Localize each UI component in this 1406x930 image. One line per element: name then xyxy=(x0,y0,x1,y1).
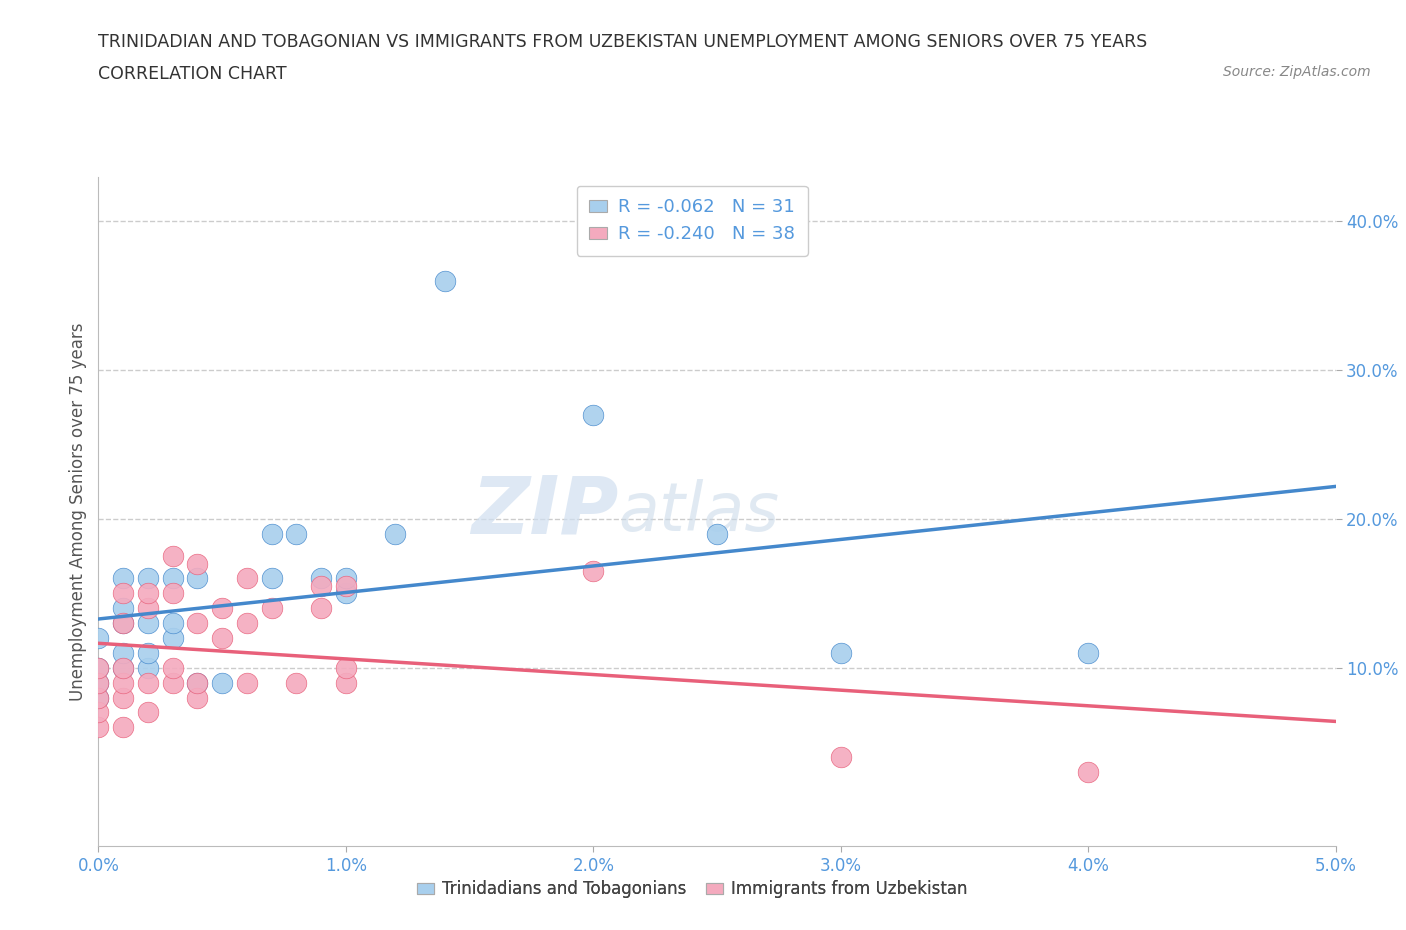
Point xyxy=(236,616,259,631)
Point xyxy=(112,616,135,631)
Point xyxy=(706,526,728,541)
Point xyxy=(112,601,135,616)
Point xyxy=(186,675,208,690)
Point xyxy=(260,526,283,541)
Point xyxy=(87,720,110,735)
Point xyxy=(309,601,332,616)
Point xyxy=(87,690,110,705)
Point xyxy=(309,578,332,593)
Point xyxy=(87,675,110,690)
Point xyxy=(112,616,135,631)
Point xyxy=(830,750,852,764)
Point xyxy=(309,571,332,586)
Point xyxy=(211,631,233,645)
Legend: Trinidadians and Tobagonians, Immigrants from Uzbekistan: Trinidadians and Tobagonians, Immigrants… xyxy=(411,873,974,905)
Point xyxy=(162,571,184,586)
Point xyxy=(87,660,110,675)
Point xyxy=(285,526,308,541)
Point xyxy=(136,705,159,720)
Point xyxy=(136,660,159,675)
Point xyxy=(162,549,184,564)
Point xyxy=(433,273,456,288)
Point xyxy=(260,601,283,616)
Point xyxy=(162,631,184,645)
Point xyxy=(260,571,283,586)
Point xyxy=(335,571,357,586)
Point xyxy=(136,616,159,631)
Point xyxy=(136,601,159,616)
Point xyxy=(162,660,184,675)
Point xyxy=(162,675,184,690)
Point xyxy=(582,564,605,578)
Point xyxy=(285,675,308,690)
Point xyxy=(162,616,184,631)
Text: CORRELATION CHART: CORRELATION CHART xyxy=(98,65,287,83)
Point xyxy=(112,645,135,660)
Point xyxy=(112,586,135,601)
Point xyxy=(1077,764,1099,779)
Point xyxy=(112,660,135,675)
Text: atlas: atlas xyxy=(619,479,779,544)
Point xyxy=(1077,645,1099,660)
Point xyxy=(186,556,208,571)
Text: TRINIDADIAN AND TOBAGONIAN VS IMMIGRANTS FROM UZBEKISTAN UNEMPLOYMENT AMONG SENI: TRINIDADIAN AND TOBAGONIAN VS IMMIGRANTS… xyxy=(98,33,1147,50)
Point xyxy=(830,645,852,660)
Point xyxy=(136,586,159,601)
Point xyxy=(136,675,159,690)
Point xyxy=(162,586,184,601)
Point xyxy=(112,660,135,675)
Point xyxy=(136,571,159,586)
Point xyxy=(87,675,110,690)
Point xyxy=(112,690,135,705)
Point xyxy=(112,720,135,735)
Point xyxy=(87,631,110,645)
Point xyxy=(211,601,233,616)
Point xyxy=(236,675,259,690)
Point xyxy=(582,407,605,422)
Point xyxy=(236,571,259,586)
Point xyxy=(136,645,159,660)
Point xyxy=(186,571,208,586)
Point xyxy=(87,690,110,705)
Point xyxy=(211,675,233,690)
Point xyxy=(335,586,357,601)
Point xyxy=(186,616,208,631)
Point xyxy=(87,660,110,675)
Point xyxy=(186,675,208,690)
Point xyxy=(335,675,357,690)
Point xyxy=(335,578,357,593)
Point xyxy=(112,571,135,586)
Point xyxy=(384,526,406,541)
Point xyxy=(112,675,135,690)
Point xyxy=(186,690,208,705)
Point xyxy=(87,705,110,720)
Text: ZIP: ZIP xyxy=(471,472,619,551)
Point xyxy=(335,660,357,675)
Text: Source: ZipAtlas.com: Source: ZipAtlas.com xyxy=(1223,65,1371,79)
Y-axis label: Unemployment Among Seniors over 75 years: Unemployment Among Seniors over 75 years xyxy=(69,323,87,700)
